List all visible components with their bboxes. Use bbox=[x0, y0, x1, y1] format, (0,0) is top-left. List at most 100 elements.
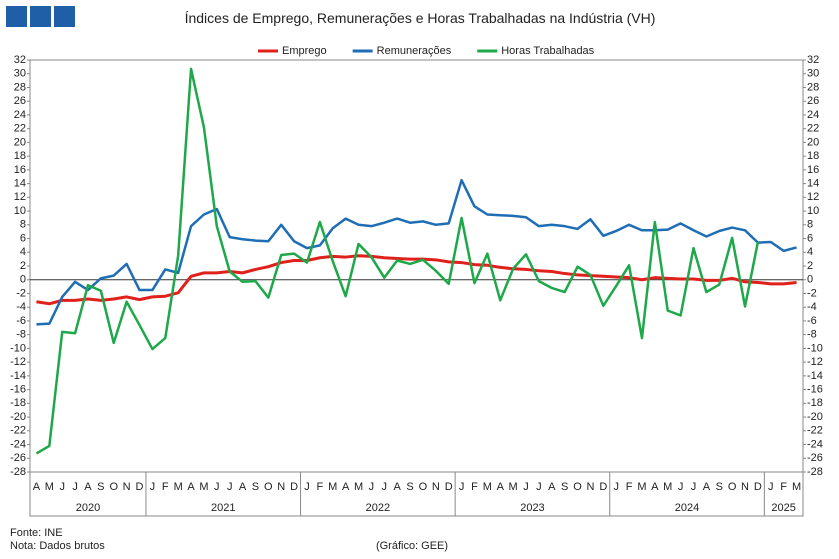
x-tick-label: M bbox=[354, 481, 363, 493]
chart-title: Índices de Emprego, Remunerações e Horas… bbox=[184, 10, 656, 26]
y-tick-label: 16 bbox=[14, 164, 26, 176]
y2-tick-label: -22 bbox=[807, 425, 823, 437]
y2-tick-label: -6 bbox=[807, 315, 817, 327]
x-tick-label: J bbox=[459, 481, 465, 493]
y2-tick-label: 8 bbox=[807, 219, 813, 231]
y2-tick-label: -24 bbox=[807, 438, 823, 450]
x-tick-label: A bbox=[703, 481, 711, 493]
x-tick-label: J bbox=[678, 481, 684, 493]
logo-square bbox=[6, 6, 27, 27]
x-tick-label: A bbox=[187, 481, 195, 493]
year-label: 2023 bbox=[520, 502, 544, 514]
y2-tick-label: -8 bbox=[807, 329, 817, 341]
y2-tick-label: 14 bbox=[807, 178, 819, 190]
x-tick-label: J bbox=[72, 481, 78, 493]
y2-tick-label: -28 bbox=[807, 466, 823, 478]
y2-tick-label: -16 bbox=[807, 384, 823, 396]
x-tick-label: M bbox=[637, 481, 646, 493]
x-tick-label: O bbox=[419, 481, 428, 493]
y-tick-label: 2 bbox=[20, 260, 26, 272]
y-tick-label: -18 bbox=[10, 397, 26, 409]
x-tick-label: N bbox=[432, 481, 440, 493]
y2-tick-label: 30 bbox=[807, 68, 819, 80]
y2-tick-label: 16 bbox=[807, 164, 819, 176]
logo-square bbox=[30, 6, 51, 27]
x-tick-label: A bbox=[342, 481, 350, 493]
x-tick-label: J bbox=[768, 481, 774, 493]
y-tick-label: 14 bbox=[14, 178, 26, 190]
x-tick-label: N bbox=[277, 481, 285, 493]
y-tick-label: -14 bbox=[10, 370, 26, 382]
y-tick-label: -2 bbox=[16, 287, 26, 299]
x-tick-label: O bbox=[573, 481, 582, 493]
y-tick-label: 24 bbox=[14, 109, 26, 121]
y-tick-label: 8 bbox=[20, 219, 26, 231]
y-tick-label: 6 bbox=[20, 232, 26, 244]
x-tick-label: J bbox=[227, 481, 233, 493]
y-tick-label: 30 bbox=[14, 68, 26, 80]
y2-tick-label: 6 bbox=[807, 232, 813, 244]
note: Nota: Dados brutos bbox=[10, 540, 105, 552]
x-tick-label: J bbox=[59, 481, 65, 493]
y2-tick-label: -2 bbox=[807, 287, 817, 299]
x-tick-label: A bbox=[497, 481, 505, 493]
y-tick-label: 10 bbox=[14, 205, 26, 217]
y2-tick-label: 12 bbox=[807, 191, 819, 203]
x-tick-label: A bbox=[651, 481, 659, 493]
x-tick-label: N bbox=[123, 481, 131, 493]
x-tick-label: O bbox=[728, 481, 737, 493]
y-tick-label: 18 bbox=[14, 150, 26, 162]
x-tick-label: M bbox=[328, 481, 337, 493]
year-label: 2025 bbox=[771, 502, 795, 514]
y-tick-label: -26 bbox=[10, 452, 26, 464]
y2-tick-label: 0 bbox=[807, 274, 813, 286]
x-tick-label: J bbox=[214, 481, 220, 493]
y2-tick-label: 2 bbox=[807, 260, 813, 272]
y2-tick-label: 32 bbox=[807, 54, 819, 66]
legend-label: Emprego bbox=[282, 45, 327, 57]
x-tick-label: M bbox=[45, 481, 54, 493]
x-tick-label: M bbox=[509, 481, 518, 493]
x-tick-label: D bbox=[290, 481, 298, 493]
x-tick-label: F bbox=[780, 481, 787, 493]
plot-frame bbox=[29, 59, 804, 473]
x-tick-label: J bbox=[369, 481, 375, 493]
y-tick-label: 12 bbox=[14, 191, 26, 203]
legend-label: Horas Trabalhadas bbox=[501, 45, 594, 57]
x-tick-label: M bbox=[663, 481, 672, 493]
x-tick-label: M bbox=[199, 481, 208, 493]
year-label: 2024 bbox=[675, 502, 699, 514]
x-tick-label: F bbox=[471, 481, 478, 493]
x-tick-label: S bbox=[97, 481, 104, 493]
x-tick-label: S bbox=[716, 481, 723, 493]
x-tick-label: J bbox=[150, 481, 156, 493]
x-tick-label: A bbox=[239, 481, 247, 493]
y-tick-label: -6 bbox=[16, 315, 26, 327]
y-tick-label: 0 bbox=[20, 274, 26, 286]
x-tick-label: J bbox=[304, 481, 310, 493]
y2-tick-label: -26 bbox=[807, 452, 823, 464]
y2-tick-label: 22 bbox=[807, 123, 819, 135]
x-tick-label: N bbox=[586, 481, 594, 493]
source: Fonte: INE bbox=[10, 527, 63, 539]
y2-tick-label: -14 bbox=[807, 370, 823, 382]
x-tick-label: O bbox=[264, 481, 273, 493]
x-tick-label: F bbox=[317, 481, 324, 493]
y2-tick-label: 24 bbox=[807, 109, 819, 121]
legend-label: Remunerações bbox=[377, 45, 452, 57]
x-tick-label: D bbox=[445, 481, 453, 493]
y-tick-label: 22 bbox=[14, 123, 26, 135]
series-line bbox=[36, 254, 797, 306]
x-tick-label: A bbox=[548, 481, 556, 493]
y-tick-label: -16 bbox=[10, 384, 26, 396]
x-tick-label: J bbox=[536, 481, 542, 493]
x-tick-label: A bbox=[33, 481, 41, 493]
y2-tick-label: -10 bbox=[807, 342, 823, 354]
x-tick-label: M bbox=[483, 481, 492, 493]
x-tick-label: D bbox=[754, 481, 762, 493]
y2-tick-label: -4 bbox=[807, 301, 817, 313]
y-tick-label: -4 bbox=[16, 301, 26, 313]
x-tick-label: M bbox=[174, 481, 183, 493]
x-tick-label: S bbox=[252, 481, 259, 493]
